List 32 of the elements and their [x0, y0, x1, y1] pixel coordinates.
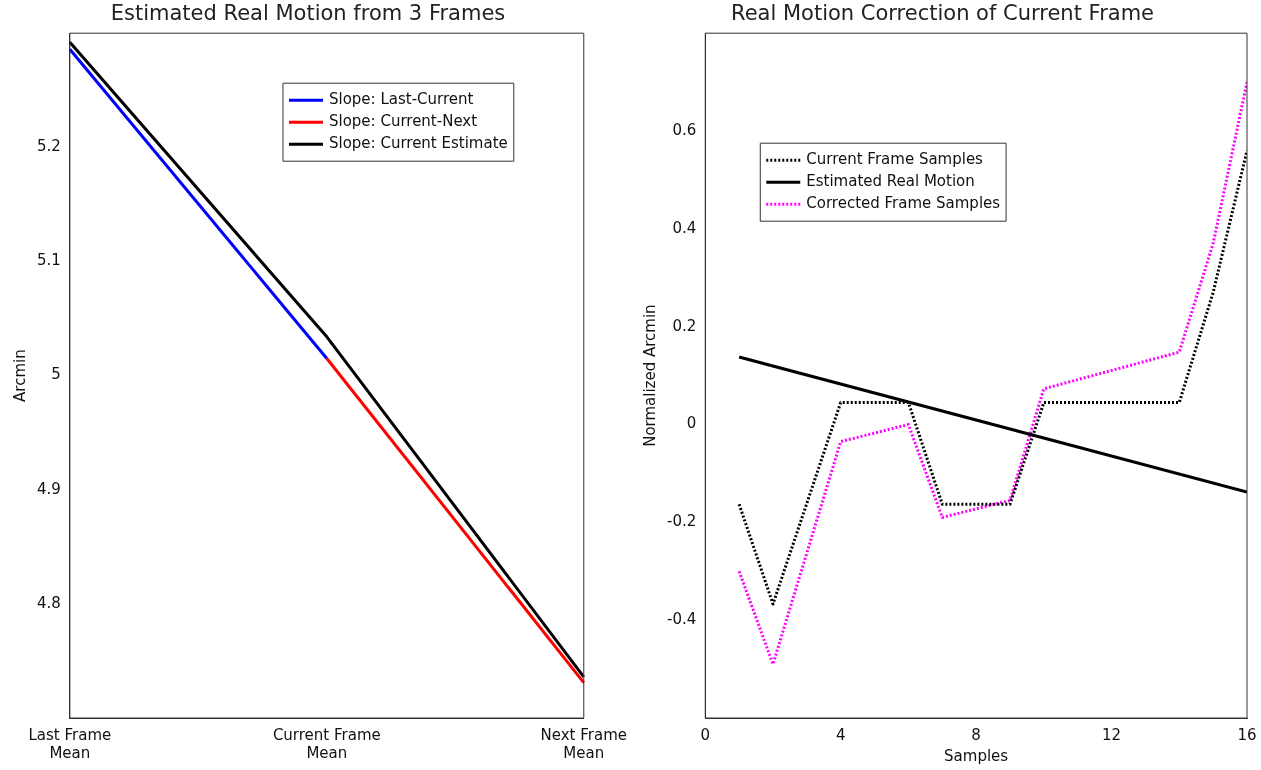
legend-label: Estimated Real Motion: [806, 172, 975, 191]
y-tick-label: 4.9: [37, 479, 61, 498]
y-tick-label: 0.2: [672, 316, 697, 335]
x-tick-label: 0: [700, 725, 711, 744]
legend-label: Slope: Current-Next: [328, 112, 478, 131]
y-tick-label: 5: [51, 365, 61, 384]
x-tick-label: 8: [971, 725, 981, 744]
x-tick-label: Next Frame Mean: [540, 725, 627, 762]
x-tick-label: Current Frame Mean: [272, 725, 381, 762]
x-axis-title: Samples: [944, 746, 1009, 765]
chart-title: Real Motion Correction of Current Frame: [730, 1, 1155, 26]
y-tick-label: 0.4: [672, 218, 697, 237]
x-tick-label: 16: [1237, 725, 1257, 744]
line-series: [737, 80, 1247, 666]
y-axis-title: Normalized Arcmin: [640, 304, 659, 447]
x-tick-label: Last Frame Mean: [28, 725, 112, 762]
y-tick-label: 5.2: [37, 137, 61, 156]
chart-title: Estimated Real Motion from 3 Frames: [110, 1, 506, 26]
y-tick-label: 4.8: [37, 593, 61, 612]
legend-label: Slope: Last-Current: [328, 90, 474, 109]
y-axis-title: Arcmin: [10, 349, 29, 402]
y-tick-label: 0: [686, 414, 697, 433]
legend-label: Corrected Frame Samples: [806, 194, 1001, 213]
legend-label: Current Frame Samples: [806, 150, 984, 169]
y-tick-label: -0.4: [666, 610, 697, 629]
x-tick-label: 4: [835, 725, 846, 744]
line-series: [737, 149, 1247, 606]
y-tick-label: 5.1: [37, 251, 61, 270]
y-tick-label: 0.6: [672, 120, 697, 139]
legend-label: Slope: Current Estimate: [328, 134, 508, 153]
y-tick-label: -0.2: [666, 512, 697, 531]
x-tick-label: 12: [1102, 725, 1122, 744]
